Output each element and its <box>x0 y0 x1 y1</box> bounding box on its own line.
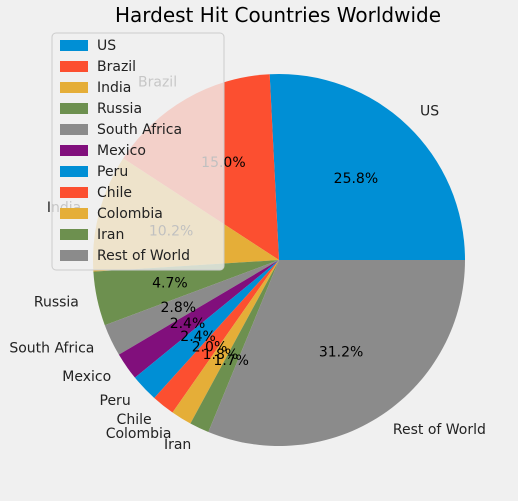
slice-label-rest-of-world: Rest of World <box>393 422 486 438</box>
legend-swatch-colombia <box>60 208 88 219</box>
legend-swatch-peru <box>60 166 88 177</box>
percent-label-colombia: 1.8% <box>203 347 239 363</box>
slice-label-russia: Russia <box>34 295 79 311</box>
legend-label-peru: Peru <box>97 164 128 180</box>
legend-label-iran: Iran <box>97 227 124 243</box>
percent-label-south-africa: 2.8% <box>161 300 197 316</box>
legend-item-colombia: Colombia <box>60 206 163 222</box>
legend-swatch-brazil <box>60 61 88 72</box>
slice-label-south-africa: South Africa <box>9 340 94 356</box>
legend-swatch-russia <box>60 103 88 114</box>
slice-mexico <box>118 260 280 378</box>
slice-label-chile: Chile <box>117 412 152 428</box>
legend-item-brazil: Brazil <box>60 59 136 75</box>
percent-label-rest-of-world: 31.2% <box>319 345 363 361</box>
legend-item-chile: Chile <box>60 185 132 201</box>
slice-colombia <box>172 260 279 424</box>
legend-item-south-africa: South Africa <box>60 122 182 138</box>
legend-box <box>51 32 225 271</box>
percent-label-iran: 1.7% <box>213 353 249 369</box>
legend-label-chile: Chile <box>97 185 132 201</box>
slice-peru <box>134 260 279 398</box>
legend-swatch-us <box>60 40 88 51</box>
legend-swatch-mexico <box>60 145 88 156</box>
legend-label-south-africa: South Africa <box>97 122 182 138</box>
legend-item-india: India <box>60 80 131 96</box>
legend-swatch-south-africa <box>60 124 88 135</box>
slice-label-mexico: Mexico <box>62 369 111 385</box>
slice-rest-of-world <box>208 260 466 446</box>
legend-swatch-india <box>60 82 88 93</box>
slice-label-colombia: Colombia <box>106 426 172 442</box>
legend-label-brazil: Brazil <box>97 59 136 75</box>
legend-item-iran: Iran <box>60 227 124 243</box>
slice-us <box>269 73 465 260</box>
percent-label-chile: 2.0% <box>192 339 228 355</box>
slice-chile <box>154 260 279 413</box>
legend-item-russia: Russia <box>60 101 142 117</box>
pie-slices <box>93 73 466 446</box>
legend-item-rest-of-world: Rest of World <box>60 248 190 264</box>
slice-label-iran: Iran <box>164 437 191 453</box>
legend-swatch-rest-of-world <box>60 250 88 261</box>
chart-title: Hardest Hit Countries Worldwide <box>115 3 441 27</box>
legend-item-peru: Peru <box>60 164 128 180</box>
legend-label-india: India <box>97 80 131 96</box>
slice-label-us: US <box>420 104 439 120</box>
legend-item-us: US <box>60 38 116 54</box>
slice-south-africa <box>104 260 279 355</box>
legend: US Brazil India Russia South Africa Mexico Per… <box>51 32 225 271</box>
legend-label-rest-of-world: Rest of World <box>97 248 190 264</box>
percent-label-russia: 4.7% <box>152 275 188 291</box>
legend-swatch-chile <box>60 187 88 198</box>
legend-item-mexico: Mexico <box>60 143 146 159</box>
percent-label-us: 25.8% <box>334 171 378 187</box>
percent-label-peru: 2.4% <box>180 329 216 345</box>
percent-label-mexico: 2.4% <box>170 316 206 332</box>
slice-iran <box>190 260 279 433</box>
legend-label-us: US <box>97 38 116 54</box>
legend-label-mexico: Mexico <box>97 143 146 159</box>
legend-label-russia: Russia <box>97 101 142 117</box>
legend-swatch-iran <box>60 229 88 240</box>
slice-label-peru: Peru <box>100 393 131 409</box>
slice-russia <box>93 260 280 326</box>
legend-label-colombia: Colombia <box>97 206 163 222</box>
